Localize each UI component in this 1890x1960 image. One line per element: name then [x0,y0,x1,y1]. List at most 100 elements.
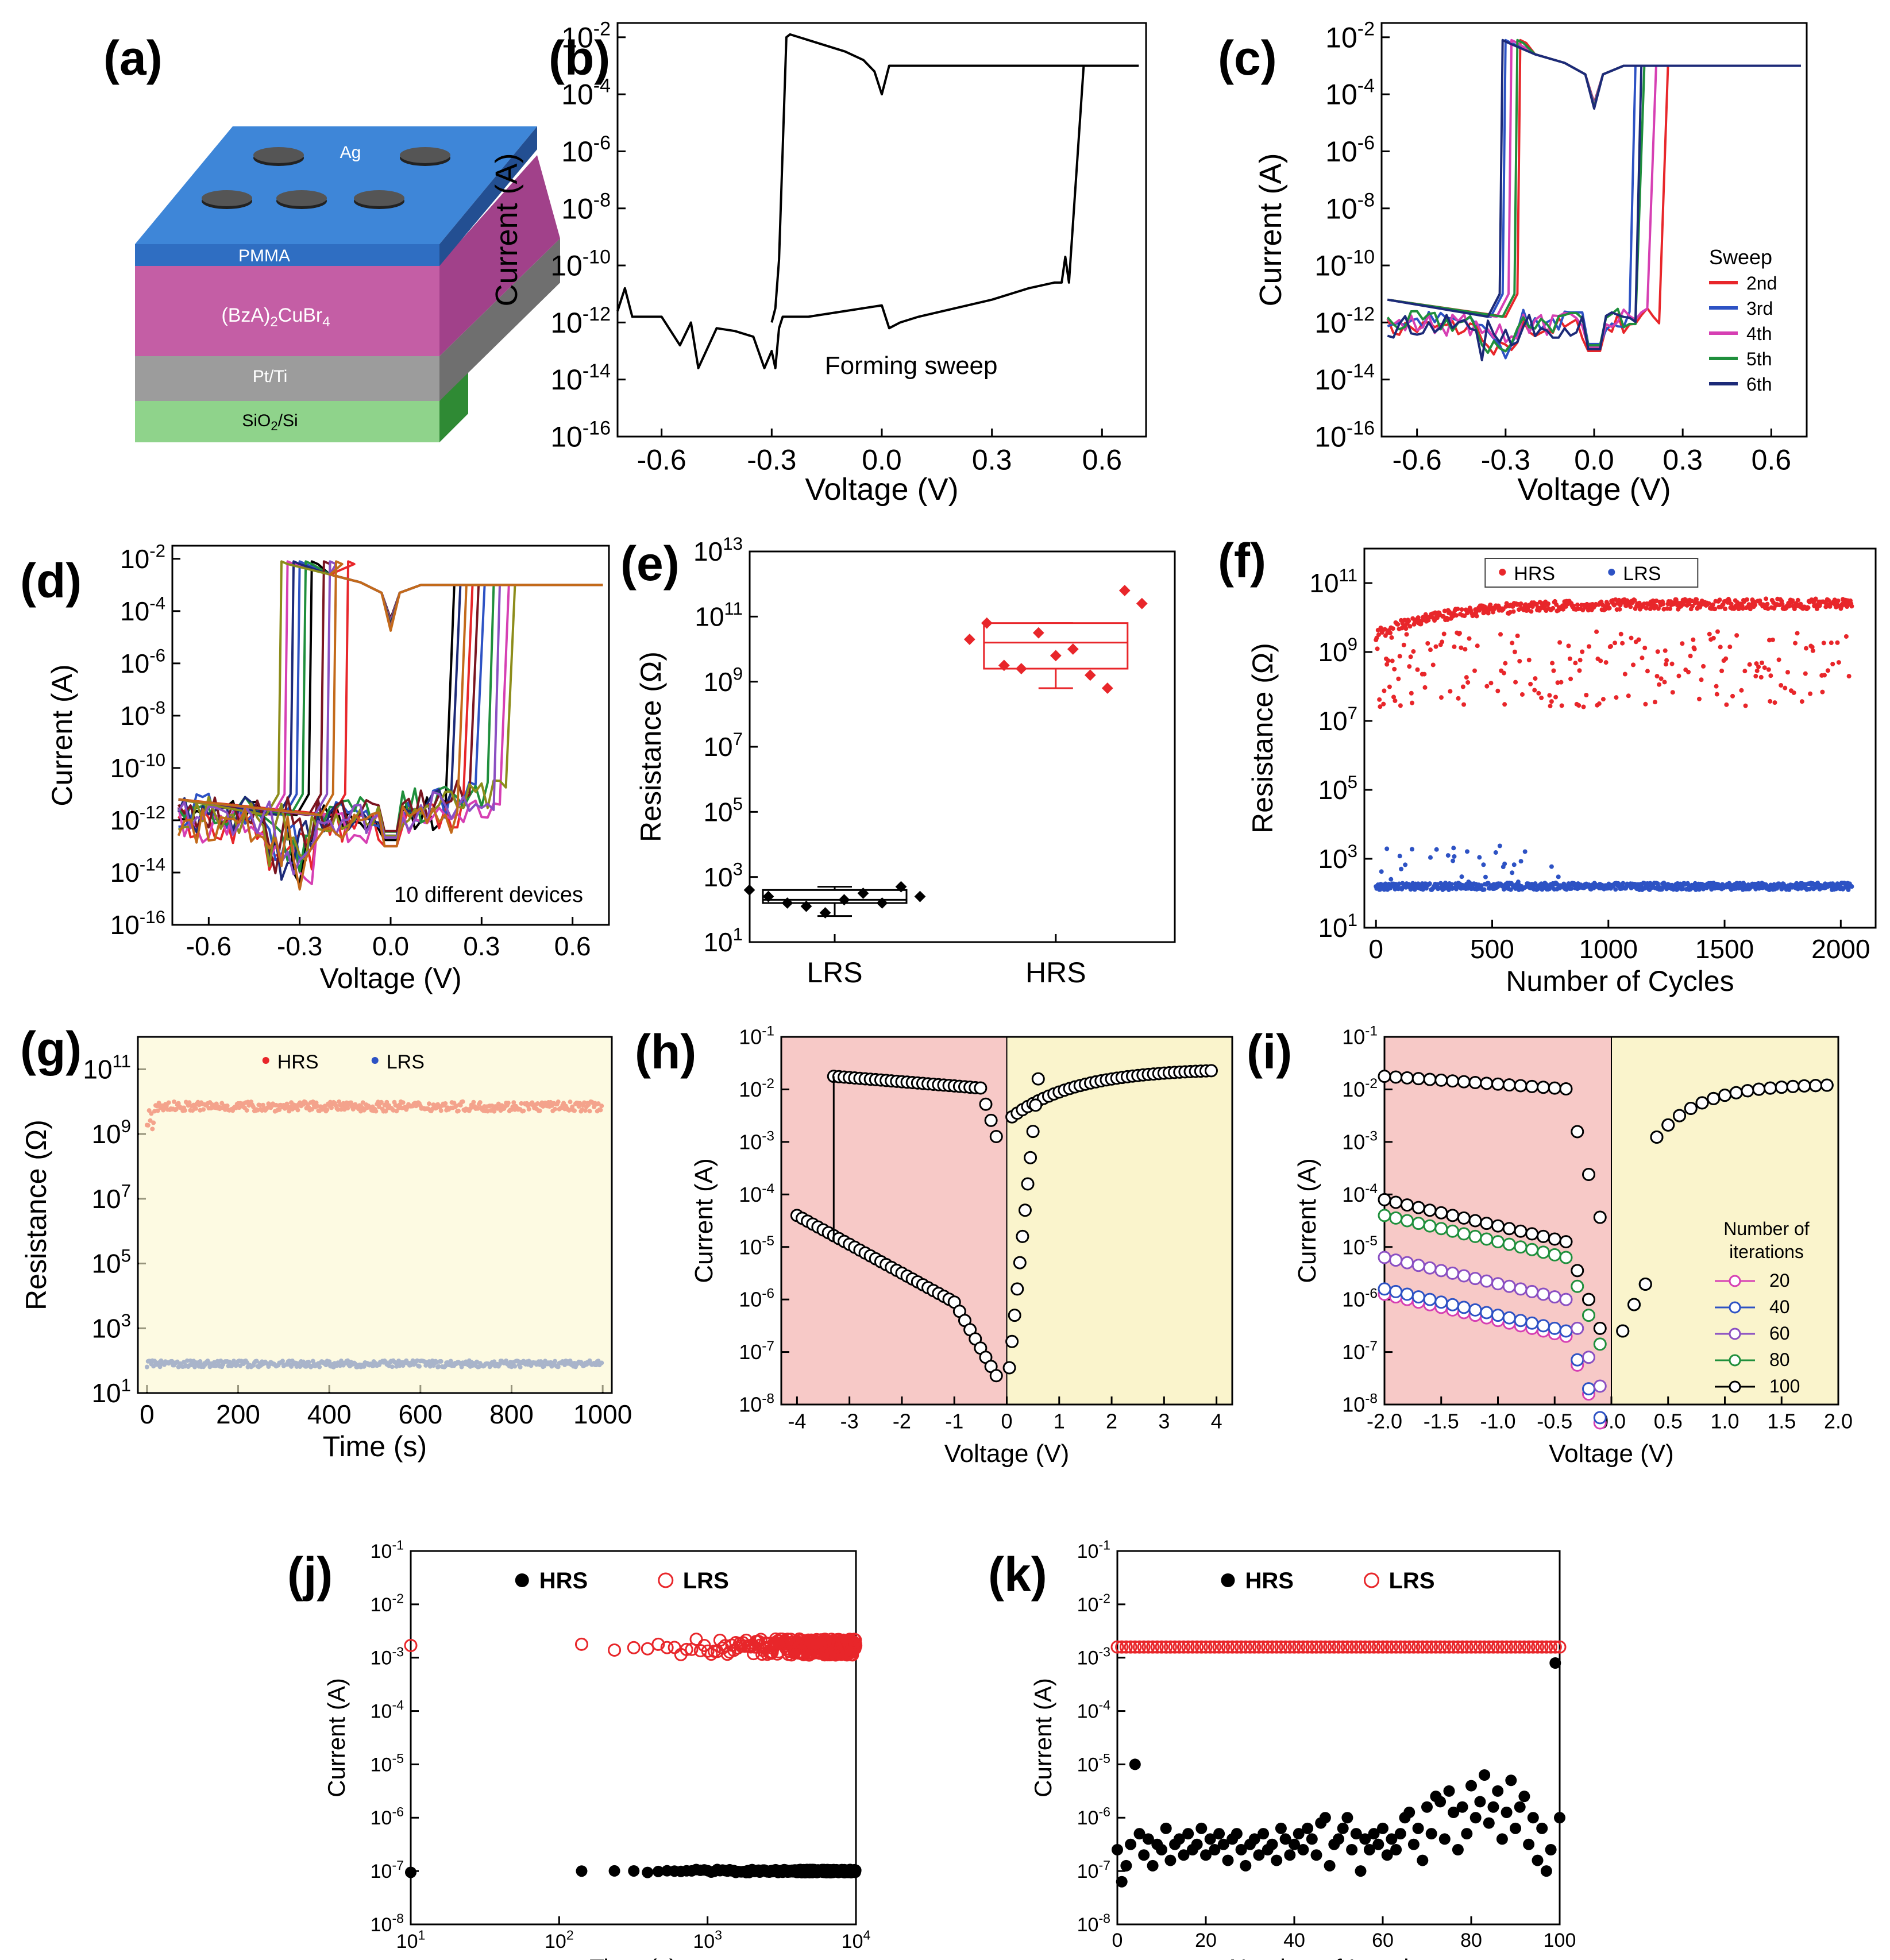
box-data-point [914,890,926,902]
hrs-point [1676,673,1681,678]
hrs-point [1164,1854,1177,1866]
panel-label-f: (f) [1218,534,1266,588]
lrs-point [574,1637,588,1651]
hrs-point [1587,644,1592,649]
hrs-point [1795,597,1800,603]
hrs-point [1661,601,1666,607]
y-tick-label: 10-12 [1314,303,1375,339]
data-marker [1537,1229,1550,1243]
hrs-point [1820,689,1825,695]
panel-label-k: (k) [988,1548,1047,1602]
iv-sweep-backward [1387,38,1801,318]
lrs-point [1504,1640,1518,1654]
hrs-point [1474,1796,1486,1808]
lrs-point [1460,1640,1474,1654]
panel-label-i: (i) [1247,1025,1292,1079]
hrs-point [1810,648,1815,653]
y-tick-label: 10-3 [1077,1644,1110,1669]
hrs-point [642,1866,654,1878]
hrs-point [1821,641,1826,646]
legend-entry: LRS [683,1568,729,1594]
hrs-point [1488,602,1493,607]
lrs-point [1279,1640,1293,1654]
lrs-point [1495,1640,1509,1654]
hrs-point [1557,640,1563,645]
y-axis-label: Current (A) [1253,153,1288,306]
hrs-point [1258,1828,1270,1840]
hrs-point [1548,704,1553,709]
data-marker [1537,1245,1550,1259]
legend-entry: LRS [1389,1568,1435,1594]
y-tick-label: 10-4 [1077,1697,1111,1722]
lrs-point [1473,1640,1487,1654]
hrs-point [1527,1812,1539,1824]
hrs-point [1743,703,1748,708]
x-tick-label: 1500 [1695,934,1754,964]
hrs-point [1611,603,1617,608]
panel-label-c: (c) [1218,31,1277,85]
legend-marker [1499,569,1506,576]
hrs-point [1747,662,1752,667]
hrs-point [1324,1859,1336,1872]
lrs-point [1168,1640,1182,1654]
x-tick-label: 100 [1544,1930,1576,1951]
hrs-point [1517,658,1522,663]
hrs-point [1768,673,1773,678]
y-tick-label: 10-6 [1077,1804,1110,1829]
data-marker [1457,1227,1471,1241]
hrs-point [1488,681,1494,686]
data-marker [1491,1077,1505,1091]
y-tick-label: 10-14 [550,360,611,396]
hrs-point [576,1865,588,1877]
hrs-point [1753,602,1758,607]
hrs-point [608,1865,620,1877]
lrs-point [1407,1640,1421,1654]
hrs-point [1417,1854,1429,1866]
lrs-point [1548,1640,1562,1654]
legend-entry: 20 [1769,1270,1790,1291]
hrs-point [1596,701,1602,706]
lrs-point [1371,1640,1385,1654]
hrs-point [1271,1854,1283,1866]
data-marker [1798,1079,1811,1093]
x-tick-label: -0.5 [1537,1409,1572,1433]
hrs-point [1754,661,1759,666]
lrs-point [1425,1640,1438,1654]
lrs-point [1292,1640,1306,1654]
hrs-point [1553,695,1558,700]
hrs-point [1617,607,1622,612]
x-tick-label: LRS [807,956,862,989]
y-tick-label: 10-1 [1077,1538,1110,1562]
lrs-point [1482,1640,1496,1654]
hrs-point [1691,637,1696,642]
data-marker [1775,1081,1788,1094]
plot-frame [1363,547,1877,929]
hrs-point [1790,598,1795,603]
legend-entry: HRS [1514,563,1555,585]
hrs-point [1756,664,1761,669]
data-marker [1582,1351,1595,1364]
lrs-point [1340,1640,1354,1654]
x-axis-label: Voltage (V) [805,472,958,507]
data-marker [1650,1130,1664,1144]
lrs-point [1248,1640,1262,1654]
y-axis-label: Current (A) [1029,1678,1056,1797]
data-marker [1024,1151,1037,1164]
data-marker [1525,1079,1539,1093]
hrs-point [1539,695,1544,700]
iv-sweep-backward [1387,38,1801,318]
hrs-point [1346,1844,1358,1855]
lrs-point [1526,1640,1540,1654]
data-marker [1378,1282,1391,1296]
hrs-point [1706,601,1711,606]
x-tick-label: 2000 [1811,934,1870,964]
hrs-point [1496,1833,1508,1845]
x-tick-label: 0 [1001,1409,1012,1433]
hrs-point [1386,1833,1398,1845]
x-tick-label: -0.6 [637,444,686,476]
lrs-point [1518,859,1523,864]
y-tick-label: 10-10 [1314,246,1375,282]
lrs-point [1397,854,1402,859]
hrs-point [1580,649,1585,654]
